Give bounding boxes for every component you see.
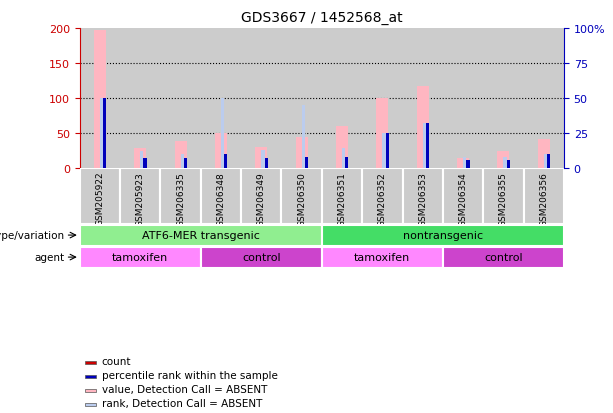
Bar xyxy=(201,169,241,225)
Bar xyxy=(94,31,106,169)
Text: GSM206350: GSM206350 xyxy=(297,171,306,226)
Bar xyxy=(376,99,389,169)
Bar xyxy=(345,157,348,169)
Text: GSM206354: GSM206354 xyxy=(459,171,468,226)
Bar xyxy=(224,155,227,169)
Text: ATF6-MER transgenic: ATF6-MER transgenic xyxy=(142,230,260,240)
Bar xyxy=(524,169,564,225)
Bar xyxy=(85,389,96,392)
Bar xyxy=(362,29,403,169)
Bar xyxy=(103,99,106,169)
Bar xyxy=(342,149,345,169)
Text: GSM206335: GSM206335 xyxy=(176,171,185,226)
Bar xyxy=(302,106,305,169)
Text: nontransgenic: nontransgenic xyxy=(403,230,483,240)
Bar xyxy=(201,247,322,268)
Bar xyxy=(483,29,524,169)
Bar xyxy=(120,29,161,169)
Bar xyxy=(85,375,96,378)
Bar xyxy=(383,134,386,169)
Bar xyxy=(443,169,483,225)
Text: GSM206349: GSM206349 xyxy=(257,171,266,226)
Bar xyxy=(305,157,308,169)
Bar xyxy=(261,150,265,169)
Bar xyxy=(215,134,227,169)
Bar xyxy=(507,160,510,169)
Text: control: control xyxy=(484,252,523,262)
Bar xyxy=(426,124,429,169)
Text: value, Detection Call = ABSENT: value, Detection Call = ABSENT xyxy=(102,384,267,394)
Bar xyxy=(85,361,96,364)
Text: GSM206352: GSM206352 xyxy=(378,171,387,226)
Title: GDS3667 / 1452568_at: GDS3667 / 1452568_at xyxy=(241,11,403,25)
Bar xyxy=(80,169,120,225)
Bar xyxy=(241,29,281,169)
Text: tamoxifen: tamoxifen xyxy=(354,252,411,262)
Bar xyxy=(544,155,547,169)
Bar xyxy=(322,169,362,225)
Text: GSM205922: GSM205922 xyxy=(96,171,104,226)
Bar xyxy=(100,99,103,169)
Text: tamoxifen: tamoxifen xyxy=(112,252,169,262)
Bar xyxy=(175,141,186,169)
Bar xyxy=(322,225,564,246)
Text: rank, Detection Call = ABSENT: rank, Detection Call = ABSENT xyxy=(102,398,262,408)
Bar xyxy=(221,99,224,169)
Bar xyxy=(281,169,322,225)
Bar xyxy=(143,159,147,169)
Bar xyxy=(547,155,550,169)
Bar xyxy=(184,159,187,169)
Bar xyxy=(483,169,524,225)
Text: control: control xyxy=(242,252,281,262)
Bar xyxy=(503,157,507,169)
Bar xyxy=(181,155,184,169)
Bar xyxy=(134,149,147,169)
Bar xyxy=(80,247,201,268)
Bar xyxy=(161,169,201,225)
Text: GSM206348: GSM206348 xyxy=(216,171,226,226)
Text: percentile rank within the sample: percentile rank within the sample xyxy=(102,370,278,380)
Bar xyxy=(443,247,564,268)
Bar xyxy=(362,169,403,225)
Bar xyxy=(386,134,389,169)
Bar xyxy=(524,29,564,169)
Text: GSM206356: GSM206356 xyxy=(539,171,548,226)
Bar xyxy=(241,169,281,225)
Bar xyxy=(403,29,443,169)
Text: GSM206355: GSM206355 xyxy=(499,171,508,226)
Text: genotype/variation: genotype/variation xyxy=(0,230,64,240)
Bar xyxy=(423,124,426,169)
Bar xyxy=(463,157,466,169)
Text: count: count xyxy=(102,356,131,366)
Bar xyxy=(538,140,550,169)
Bar xyxy=(322,247,443,268)
Bar xyxy=(336,127,348,169)
Bar xyxy=(466,160,470,169)
Bar xyxy=(295,137,308,169)
Bar xyxy=(497,151,509,169)
Bar xyxy=(255,148,267,169)
Bar xyxy=(120,169,161,225)
Bar xyxy=(322,29,362,169)
Text: GSM206353: GSM206353 xyxy=(418,171,427,226)
Bar xyxy=(140,152,143,169)
Text: GSM205923: GSM205923 xyxy=(135,171,145,226)
Bar xyxy=(80,29,120,169)
Bar xyxy=(201,29,241,169)
Bar xyxy=(403,169,443,225)
Text: GSM206351: GSM206351 xyxy=(338,171,346,226)
Bar xyxy=(265,159,268,169)
Bar xyxy=(80,225,322,246)
Bar xyxy=(281,29,322,169)
Text: agent: agent xyxy=(34,252,64,262)
Bar xyxy=(85,403,96,406)
Bar xyxy=(417,87,428,169)
Bar xyxy=(161,29,201,169)
Bar xyxy=(457,158,469,169)
Bar xyxy=(443,29,483,169)
